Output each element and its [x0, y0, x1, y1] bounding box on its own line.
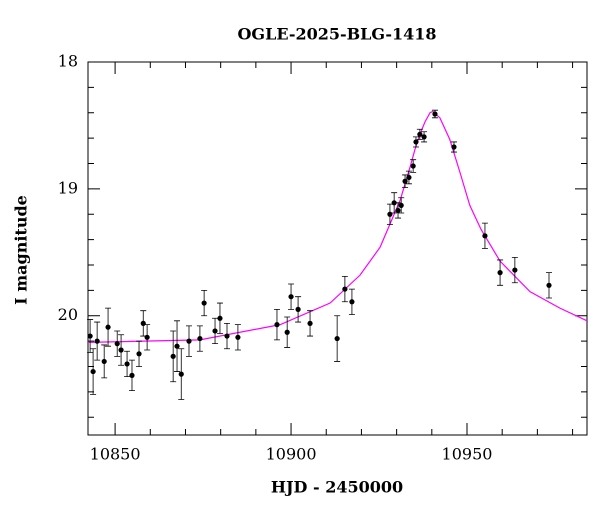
data-point [342, 286, 348, 292]
data-point [217, 315, 223, 321]
chart-title: OGLE-2025-BLG-1418 [237, 25, 436, 44]
data-point [140, 320, 146, 326]
x-tick-label: 10900 [266, 445, 317, 464]
data-point [288, 294, 294, 300]
data-point [105, 324, 111, 330]
data-point [274, 322, 280, 328]
data-point [406, 174, 412, 181]
data-point [186, 338, 192, 344]
data-point [101, 358, 107, 365]
x-axis-label: HJD - 2450000 [271, 478, 403, 497]
data-point [387, 211, 393, 217]
model-curve [87, 110, 588, 343]
data-point [197, 335, 203, 342]
data-point [170, 353, 176, 359]
data-point [144, 334, 150, 340]
data-point [432, 111, 438, 117]
data-point [482, 233, 488, 239]
data-point [174, 343, 180, 349]
y-tick-label: 18 [58, 52, 78, 71]
data-point [124, 361, 130, 367]
data-point [136, 351, 142, 357]
data-point [94, 338, 100, 344]
data-point [413, 139, 419, 145]
data-point [307, 320, 313, 326]
data-point [224, 333, 230, 339]
data-point [421, 134, 427, 140]
data-point [391, 200, 397, 206]
data-point [212, 328, 218, 334]
plot-frame [87, 61, 588, 436]
data-point [398, 202, 404, 208]
data-point [546, 282, 552, 288]
data-point [417, 131, 423, 137]
data-point [334, 335, 340, 342]
data-point [284, 329, 290, 335]
data-point [497, 270, 503, 276]
data-point [90, 368, 96, 375]
data-point [402, 178, 408, 184]
data-point [395, 207, 401, 214]
data-point [235, 334, 241, 340]
data-point [512, 267, 518, 273]
data-point [114, 341, 120, 347]
x-tick-label: 10950 [442, 445, 493, 464]
data-point [118, 347, 124, 353]
data-point [295, 306, 301, 312]
data-point [178, 371, 184, 377]
data-point [201, 300, 207, 306]
data-point [349, 299, 355, 305]
data-point [410, 163, 416, 169]
y-tick-label: 20 [58, 305, 78, 324]
x-tick-label: 10850 [90, 445, 141, 464]
data-point [451, 144, 457, 150]
data-point [129, 372, 135, 378]
y-axis-label: I magnitude [12, 195, 31, 305]
data-point [87, 333, 93, 339]
y-tick-label: 19 [58, 178, 78, 197]
